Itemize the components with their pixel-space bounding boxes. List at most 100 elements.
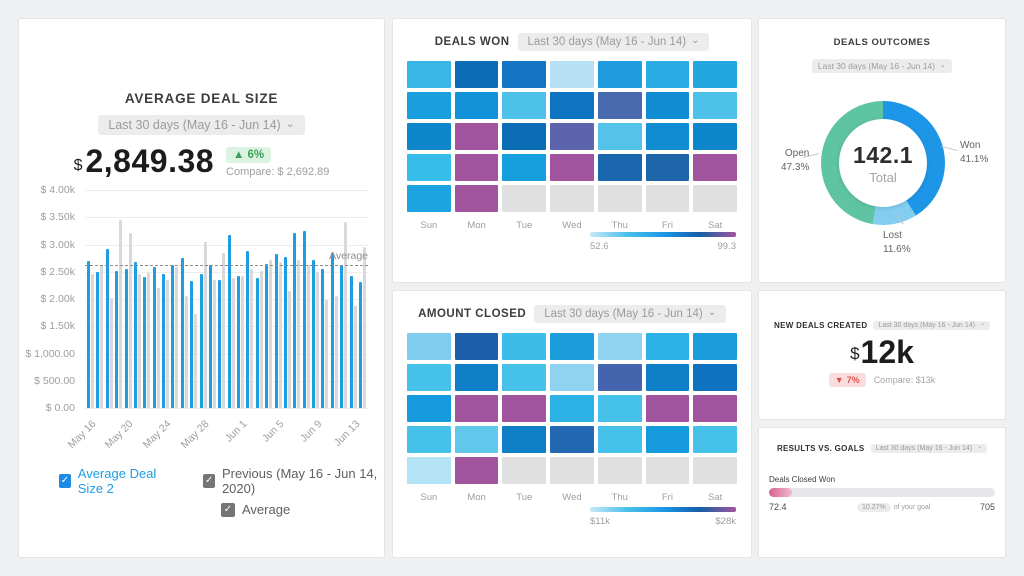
gridline bbox=[85, 244, 368, 246]
heatmap-cell bbox=[597, 426, 642, 453]
bar-group bbox=[283, 190, 291, 408]
heatmap-cell bbox=[454, 395, 499, 422]
heatmap-cell bbox=[693, 154, 737, 181]
bar-current bbox=[302, 230, 306, 408]
bar-group bbox=[115, 190, 123, 408]
scale-max-label: 99.3 bbox=[717, 241, 737, 252]
bar-group bbox=[321, 190, 329, 408]
new-deals-created-panel: NEW DEALS CREATED Last 30 days (May 16 -… bbox=[758, 290, 1006, 420]
heatmap-color-scale: 52.6 99.3 bbox=[590, 232, 736, 252]
bar-current bbox=[255, 278, 259, 408]
bar-group bbox=[218, 190, 226, 408]
bar-current bbox=[227, 234, 231, 408]
bar-current bbox=[152, 267, 156, 408]
heatmap-cell bbox=[693, 61, 737, 88]
bar-current bbox=[96, 271, 100, 408]
checkbox-checked-icon[interactable]: ✓ bbox=[59, 474, 71, 488]
y-tick-label: $ 4.00k bbox=[40, 184, 75, 196]
chevron-down-icon: ⌄ bbox=[285, 117, 295, 130]
bar-current bbox=[349, 276, 353, 408]
gridline bbox=[85, 299, 368, 300]
checkbox-checked-icon[interactable]: ✓ bbox=[221, 502, 235, 517]
heatmap-cell bbox=[597, 154, 642, 181]
heatmap-cell bbox=[407, 457, 451, 484]
period-dropdown[interactable]: Last 30 days (May 16 - Jun 14) ⌄ bbox=[517, 33, 710, 51]
delta-value: 7% bbox=[846, 375, 860, 385]
heatmap-cell bbox=[502, 364, 547, 391]
bar-current bbox=[265, 263, 269, 408]
heatmap-cell bbox=[597, 364, 642, 391]
bar-current bbox=[143, 277, 147, 408]
results-vs-goals-panel: RESULTS VS. GOALS Last 30 days (May 16 -… bbox=[758, 427, 1006, 558]
legend-item-average-deal-size-2[interactable]: ✓ Average Deal Size 2 bbox=[59, 466, 177, 496]
period-dropdown[interactable]: Last 30 days (May 16 - Jun 14) ⌄ bbox=[98, 115, 305, 135]
bar-current bbox=[237, 276, 240, 408]
heatmap-cell bbox=[693, 92, 737, 119]
bar-previous bbox=[166, 279, 169, 408]
heatmap-cell bbox=[454, 154, 499, 181]
heatmap-cell bbox=[597, 92, 642, 119]
legend-item-average[interactable]: ✓ Average bbox=[221, 502, 290, 517]
day-label: Mon bbox=[467, 492, 486, 503]
panel-title: RESULTS VS. GOALS bbox=[776, 444, 865, 453]
bar-group bbox=[133, 190, 141, 408]
chevron-down-icon: ⌄ bbox=[940, 60, 947, 70]
segment-pct: 47.3% bbox=[781, 161, 810, 173]
delta-badge: ▼ 7% bbox=[828, 373, 866, 387]
day-label: Thu bbox=[611, 220, 628, 231]
period-dropdown[interactable]: Last 30 days (May 16 - Jun 14) ⌄ bbox=[870, 444, 988, 453]
segment-label-open: Open 47.3% bbox=[781, 147, 809, 174]
heatmap-cell bbox=[502, 395, 547, 422]
total-value: 142.1 bbox=[852, 141, 914, 168]
bar-previous bbox=[175, 267, 179, 408]
bars bbox=[87, 190, 366, 408]
heatmap-cell bbox=[550, 364, 594, 391]
checkbox-checked-icon[interactable]: ✓ bbox=[203, 474, 215, 488]
heatmap-cell bbox=[550, 457, 594, 484]
bar-previous bbox=[194, 314, 198, 408]
heatmap-day-labels: Sun Mon Tue Wed Thu Fri Sat bbox=[407, 220, 737, 231]
chevron-down-icon: ⌄ bbox=[979, 320, 985, 327]
period-label: Last 30 days (May 16 - Jun 14) bbox=[875, 445, 973, 452]
period-label: Last 30 days (May 16 - Jun 14) bbox=[527, 36, 687, 48]
bar-previous bbox=[353, 305, 357, 408]
bar-previous bbox=[212, 279, 216, 408]
heatmap-cell bbox=[502, 457, 547, 484]
panel-title: AMOUNT CLOSED bbox=[418, 308, 527, 320]
bar-group bbox=[105, 190, 113, 408]
bar-previous bbox=[344, 221, 348, 408]
y-tick-label: $ 3.00k bbox=[40, 238, 75, 251]
bar-current bbox=[246, 251, 250, 408]
gridline bbox=[85, 190, 368, 191]
average-line-label: Average bbox=[329, 250, 368, 263]
bar-previous bbox=[100, 265, 104, 408]
bar-current bbox=[162, 274, 165, 408]
period-dropdown[interactable]: Last 30 days (May 16 - Jun 14) ⌄ bbox=[873, 320, 990, 330]
panel-title: DEALS WON bbox=[434, 36, 510, 48]
bar-current bbox=[312, 259, 315, 408]
heatmap-cell bbox=[693, 185, 737, 212]
currency-symbol: $ bbox=[850, 344, 860, 363]
period-dropdown[interactable]: Last 30 days (May 16 - Jun 14) ⌄ bbox=[811, 59, 953, 73]
day-label: Wed bbox=[562, 492, 582, 503]
bar-current bbox=[133, 261, 137, 408]
heatmap-cell bbox=[454, 426, 499, 453]
heatmap-cell bbox=[693, 364, 737, 391]
goal-progress-fill bbox=[769, 488, 793, 497]
legend-item-previous[interactable]: ✓ Previous (May 16 - Jun 14, 2020) bbox=[203, 466, 384, 496]
bar-group bbox=[255, 190, 263, 408]
x-tick-label: May 24 bbox=[140, 418, 174, 451]
bar-group bbox=[349, 190, 357, 408]
period-dropdown[interactable]: Last 30 days (May 16 - Jun 14) ⌄ bbox=[534, 305, 726, 323]
day-label: Tue bbox=[516, 492, 533, 503]
day-label: Thu bbox=[611, 492, 628, 503]
heatmap-cell bbox=[645, 154, 690, 181]
y-axis: $ 4.00k $ 3.50k $ 3.00k $ 2.50k $ 2.00k $ 1.5… bbox=[25, 184, 79, 414]
bar-group bbox=[330, 190, 338, 408]
delta-value: 6% bbox=[247, 149, 265, 161]
heatmap-cell bbox=[645, 61, 690, 88]
scale-max-label: $28k bbox=[715, 516, 736, 527]
heatmap-cell bbox=[597, 457, 642, 484]
y-tick-label: $ 1,000.00 bbox=[25, 347, 75, 360]
